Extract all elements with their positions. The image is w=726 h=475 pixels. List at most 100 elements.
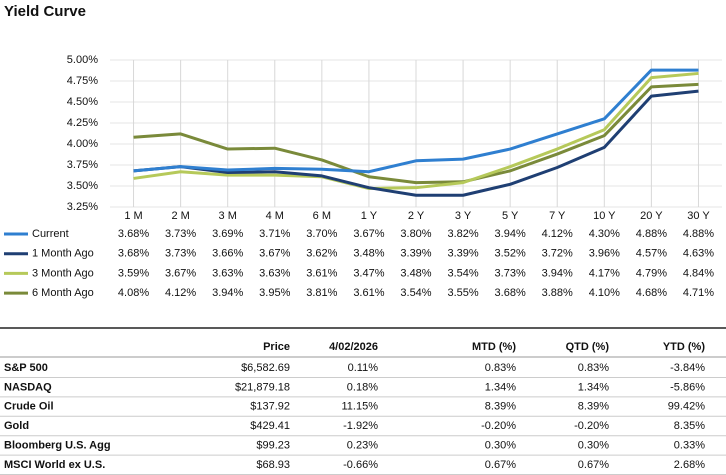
table-header: YTD (%): [663, 341, 706, 353]
chart-title: Yield Curve: [4, 3, 86, 20]
data-label: 4.30%: [589, 228, 620, 240]
data-label: 3.62%: [306, 248, 337, 260]
x-tick-label: 4 M: [266, 210, 284, 222]
data-label: 3.68%: [495, 287, 526, 299]
y-tick-label: 3.25%: [67, 201, 98, 213]
x-tick-label: 3 M: [219, 210, 237, 222]
data-label: 3.69%: [212, 228, 243, 240]
data-label: 4.88%: [636, 228, 667, 240]
table-cell: 0.83%: [578, 362, 609, 374]
x-tick-label: 1 M: [124, 210, 142, 222]
data-label: 4.71%: [683, 287, 714, 299]
data-label: 3.94%: [212, 287, 243, 299]
table-cell: 1.34%: [485, 381, 516, 393]
data-label: 4.88%: [683, 228, 714, 240]
data-label: 3.47%: [353, 267, 384, 279]
table-cell: $99.23: [256, 440, 290, 452]
y-tick-label: 4.75%: [67, 75, 98, 87]
x-tick-label: 3 Y: [455, 210, 472, 222]
row-label: Gold: [4, 420, 29, 432]
row-label: MSCI World ex U.S.: [4, 459, 105, 471]
table-cell: $137.92: [250, 401, 290, 413]
x-tick-label: 7 Y: [549, 210, 566, 222]
table-cell: 0.11%: [348, 362, 379, 374]
table-header: QTD (%): [566, 341, 610, 353]
data-label: 3.59%: [118, 267, 149, 279]
data-label: 4.17%: [589, 267, 620, 279]
data-label: 3.80%: [400, 228, 431, 240]
data-label: 4.63%: [683, 248, 714, 260]
data-label: 4.08%: [118, 287, 149, 299]
data-label: 3.54%: [400, 287, 431, 299]
series-line: [133, 89, 699, 197]
series-line: [133, 71, 699, 191]
data-label: 3.67%: [353, 228, 384, 240]
table-cell: -5.86%: [670, 381, 705, 393]
data-label: 3.72%: [542, 248, 573, 260]
row-label: S&P 500: [4, 362, 48, 374]
row-label: NASDAQ: [4, 381, 52, 393]
x-tick-label: 2 Y: [408, 210, 425, 222]
table-cell: 8.39%: [485, 401, 516, 413]
legend-label: 3 Month Ago: [32, 267, 94, 279]
table-header: MTD (%): [472, 341, 516, 353]
data-label: 4.68%: [636, 287, 667, 299]
table-cell: 0.23%: [347, 440, 378, 452]
data-label: 3.61%: [306, 267, 337, 279]
data-label: 3.63%: [259, 267, 290, 279]
data-label: 3.81%: [306, 287, 337, 299]
data-label: 3.67%: [165, 267, 196, 279]
data-label: 3.63%: [212, 267, 243, 279]
y-tick-label: 5.00%: [67, 54, 98, 66]
data-label: 3.71%: [259, 228, 290, 240]
data-label: 4.10%: [589, 287, 620, 299]
data-label: 3.96%: [589, 248, 620, 260]
data-label: 3.73%: [165, 228, 196, 240]
data-label: 3.39%: [400, 248, 431, 260]
data-label: 3.73%: [165, 248, 196, 260]
data-label: 4.57%: [636, 248, 667, 260]
data-label: 3.94%: [495, 228, 526, 240]
table-cell: -0.66%: [343, 459, 378, 471]
data-label: 3.68%: [118, 228, 149, 240]
table-cell: $6,582.69: [241, 362, 290, 374]
series-line: [133, 68, 699, 174]
data-label: 3.52%: [495, 248, 526, 260]
data-label: 4.79%: [636, 267, 667, 279]
data-label: 4.12%: [165, 287, 196, 299]
table-cell: $68.93: [256, 459, 290, 471]
table-cell: 8.35%: [674, 420, 705, 432]
table-cell: 0.67%: [485, 459, 516, 471]
table-cell: 0.33%: [674, 440, 705, 452]
y-tick-label: 4.25%: [67, 117, 98, 129]
table-cell: 1.34%: [578, 381, 609, 393]
legend-label: 1 Month Ago: [32, 248, 94, 260]
data-label: 3.48%: [400, 267, 431, 279]
data-label: 3.39%: [447, 248, 478, 260]
x-tick-label: 6 M: [313, 210, 331, 222]
x-tick-label: 30 Y: [687, 210, 710, 222]
y-tick-label: 4.00%: [67, 138, 98, 150]
table-cell: 0.18%: [347, 381, 378, 393]
data-label: 3.61%: [353, 287, 384, 299]
table-cell: $21,879.18: [235, 381, 290, 393]
table-cell: $429.41: [250, 420, 290, 432]
table-cell: -0.20%: [481, 420, 516, 432]
table-header: Price: [263, 341, 290, 353]
x-tick-label: 2 M: [171, 210, 189, 222]
table-cell: 8.39%: [578, 401, 609, 413]
data-label: 3.94%: [542, 267, 573, 279]
data-label: 3.55%: [447, 287, 478, 299]
data-label: 3.48%: [353, 248, 384, 260]
table-cell: -3.84%: [670, 362, 705, 374]
table-cell: 0.30%: [485, 440, 516, 452]
data-label: 3.70%: [306, 228, 337, 240]
x-tick-label: 1 Y: [361, 210, 378, 222]
row-label: Crude Oil: [4, 401, 54, 413]
data-label: 3.66%: [212, 248, 243, 260]
table-cell: 0.30%: [578, 440, 609, 452]
table-cell: -1.92%: [343, 420, 378, 432]
data-label: 4.84%: [683, 267, 714, 279]
table-cell: -0.20%: [574, 420, 609, 432]
